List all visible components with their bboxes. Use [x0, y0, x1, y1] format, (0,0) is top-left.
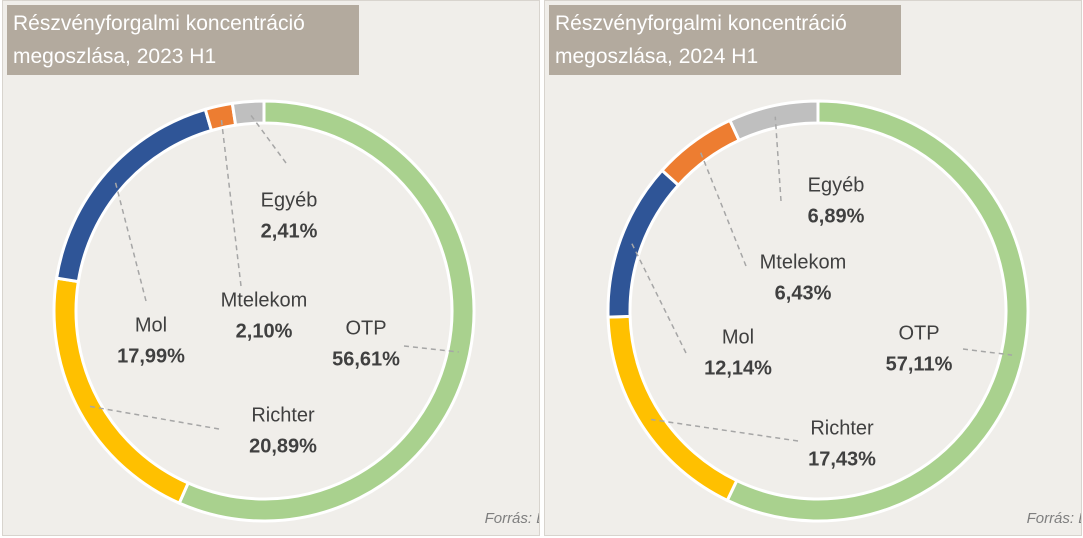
value-label: 57,11%	[886, 353, 953, 375]
source-note: Forrás: BÉT	[485, 510, 539, 527]
panel: Részvényforgalmi koncentráció megoszlása…	[2, 0, 540, 536]
category-label: Egyéb	[261, 189, 318, 211]
donut-segment	[230, 99, 266, 127]
category-label: OTP	[898, 322, 939, 344]
value-label: 17,99%	[117, 345, 185, 367]
source-note: Forrás: BÉT	[1027, 510, 1081, 527]
category-label: Richter	[810, 417, 874, 439]
leader-line	[220, 116, 242, 287]
panel: Részvényforgalmi koncentráció megoszlása…	[544, 0, 1082, 536]
donut-segment	[725, 99, 1030, 523]
donut-segment	[727, 99, 820, 143]
category-label: Richter	[251, 404, 315, 426]
category-label: Mtelekom	[221, 289, 308, 311]
value-label: 6,43%	[775, 282, 832, 304]
chart-title: Részvényforgalmi koncentráció megoszlása…	[7, 5, 359, 75]
chart: OTP 57,11% Richter 17,43% Mol 12,14% Mtelekom 6…	[606, 99, 1081, 527]
category-label: Mtelekom	[760, 251, 847, 273]
leader-line	[651, 418, 799, 442]
leader-line	[89, 405, 220, 430]
value-label: 6,89%	[808, 205, 865, 227]
value-label: 56,61%	[332, 348, 400, 370]
chart-title: Részvényforgalmi koncentráció megoszlása…	[549, 5, 901, 75]
category-label: Mol	[722, 326, 754, 348]
leader-line	[248, 112, 287, 164]
leader-line	[113, 179, 147, 302]
donut-segment	[52, 276, 191, 506]
leader-line	[774, 116, 782, 202]
donut-segment	[203, 101, 238, 133]
category-label: OTP	[345, 317, 386, 339]
value-label: 17,43%	[808, 448, 876, 470]
leader-line	[630, 241, 687, 354]
category-label: Mol	[135, 314, 167, 336]
value-label: 12,14%	[704, 357, 772, 379]
donut-segment	[606, 168, 681, 319]
leader-line	[403, 345, 459, 353]
donut-segment	[606, 314, 739, 503]
value-label: 2,10%	[236, 320, 293, 342]
value-label: 2,41%	[261, 220, 318, 242]
chart: OTP 56,61% Richter 20,89% Mol 17,99% Mtelekom 2…	[52, 99, 539, 527]
leader-line	[699, 150, 747, 267]
donut-segment	[659, 118, 742, 188]
category-label: Egyéb	[808, 174, 865, 196]
value-label: 20,89%	[249, 435, 317, 457]
